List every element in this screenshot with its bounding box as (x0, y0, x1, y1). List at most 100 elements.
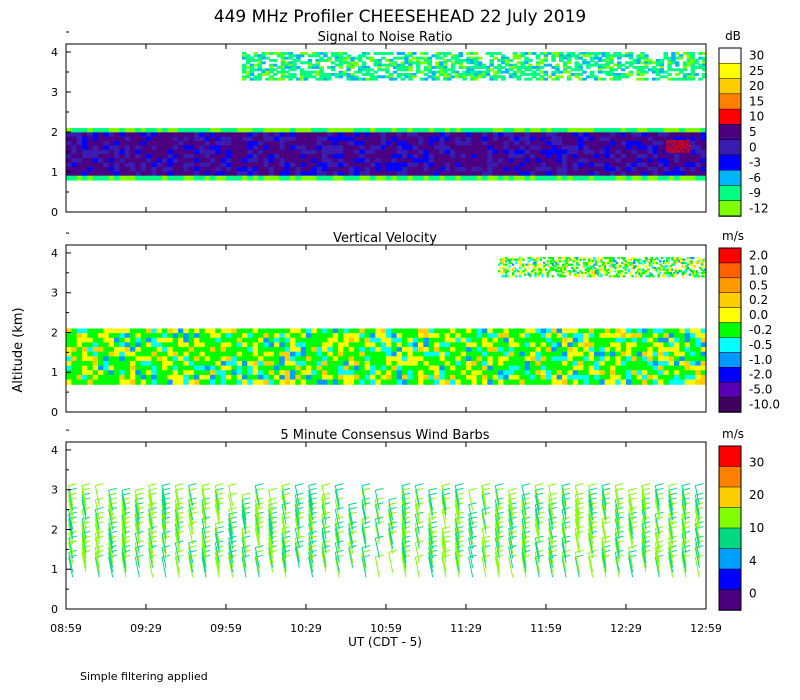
data-cell (466, 328, 472, 334)
data-cell (454, 54, 460, 58)
data-cell (482, 141, 488, 146)
data-cell (520, 70, 525, 74)
data-cell (508, 145, 515, 151)
data-cell (594, 128, 600, 133)
panel-title: Vertical Velocity (333, 231, 437, 246)
data-cell (226, 136, 232, 142)
data-cell (220, 342, 227, 348)
data-cell (210, 145, 216, 151)
data-cell (481, 73, 487, 76)
data-cell (555, 77, 560, 81)
data-cell (514, 374, 520, 381)
data-cell (183, 171, 190, 177)
data-cell (663, 167, 670, 172)
data-cell (332, 365, 339, 371)
data-cell (284, 365, 291, 371)
data-cell (416, 70, 421, 74)
data-cell (443, 61, 448, 65)
data-cell (613, 68, 618, 72)
data-cell (361, 52, 367, 55)
data-cell (604, 154, 611, 159)
data-cell (471, 149, 478, 155)
data-cell (444, 154, 451, 159)
data-cell (71, 365, 78, 371)
data-cell (167, 351, 174, 357)
data-cell (226, 149, 232, 155)
data-cell (253, 52, 259, 55)
data-cell (245, 59, 251, 62)
data-cell (247, 136, 254, 142)
data-cell (439, 175, 446, 181)
data-cell (348, 154, 355, 159)
data-cell (562, 128, 568, 133)
data-cell (87, 175, 94, 181)
data-cell (98, 379, 104, 385)
data-cell (530, 379, 536, 385)
data-cell (519, 328, 526, 334)
data-cell (694, 61, 699, 65)
data-cell (87, 356, 94, 362)
data-cell (434, 175, 440, 181)
data-cell (628, 61, 634, 65)
data-cell (66, 347, 72, 353)
data-cell (396, 175, 403, 181)
data-cell (610, 136, 616, 142)
data-cell (668, 175, 675, 181)
data-cell (540, 171, 547, 177)
data-cell (156, 347, 163, 353)
data-cell (307, 61, 313, 65)
data-cell (439, 356, 446, 362)
data-cell (562, 351, 568, 357)
data-cell (439, 365, 446, 371)
data-cell (572, 328, 579, 334)
data-cell (535, 347, 542, 353)
data-cell (338, 171, 344, 177)
data-cell (370, 370, 376, 376)
data-cell (103, 128, 110, 133)
data-cell (215, 328, 222, 334)
data-cell (590, 52, 595, 55)
data-cell (311, 360, 318, 367)
data-cell (590, 63, 595, 67)
data-cell (535, 158, 542, 164)
data-cell (322, 333, 328, 339)
data-cell (404, 61, 409, 65)
data-cell (588, 136, 595, 142)
data-cell (615, 145, 622, 151)
data-cell (583, 149, 590, 155)
data-cell (482, 356, 488, 362)
data-cell (276, 54, 282, 58)
data-cell (418, 149, 424, 155)
data-cell (354, 56, 359, 60)
data-cell (498, 342, 504, 348)
data-cell (348, 342, 355, 348)
data-cell (114, 158, 120, 164)
data-cell (658, 171, 664, 177)
data-cell (167, 342, 174, 348)
data-cell (396, 374, 403, 381)
data-cell (590, 56, 595, 60)
data-cell (358, 56, 363, 60)
data-cell (311, 158, 318, 164)
data-cell (268, 360, 275, 367)
data-cell (667, 66, 672, 69)
data-cell (567, 145, 574, 151)
data-cell (462, 59, 467, 62)
colorbar-swatch (718, 78, 742, 95)
data-cell (359, 342, 366, 348)
data-cell (311, 171, 318, 177)
data-cell (151, 356, 158, 362)
data-cell (135, 145, 142, 151)
data-cell (385, 70, 390, 74)
data-cell (551, 141, 558, 146)
data-cell (492, 175, 499, 181)
data-cell (226, 154, 232, 159)
data-cell (338, 175, 344, 181)
data-cell (311, 379, 318, 385)
data-cell (162, 136, 168, 142)
data-cell (474, 77, 479, 81)
data-cell (524, 342, 531, 348)
data-cell (651, 68, 657, 72)
data-cell (108, 337, 115, 344)
data-cell (675, 77, 680, 81)
